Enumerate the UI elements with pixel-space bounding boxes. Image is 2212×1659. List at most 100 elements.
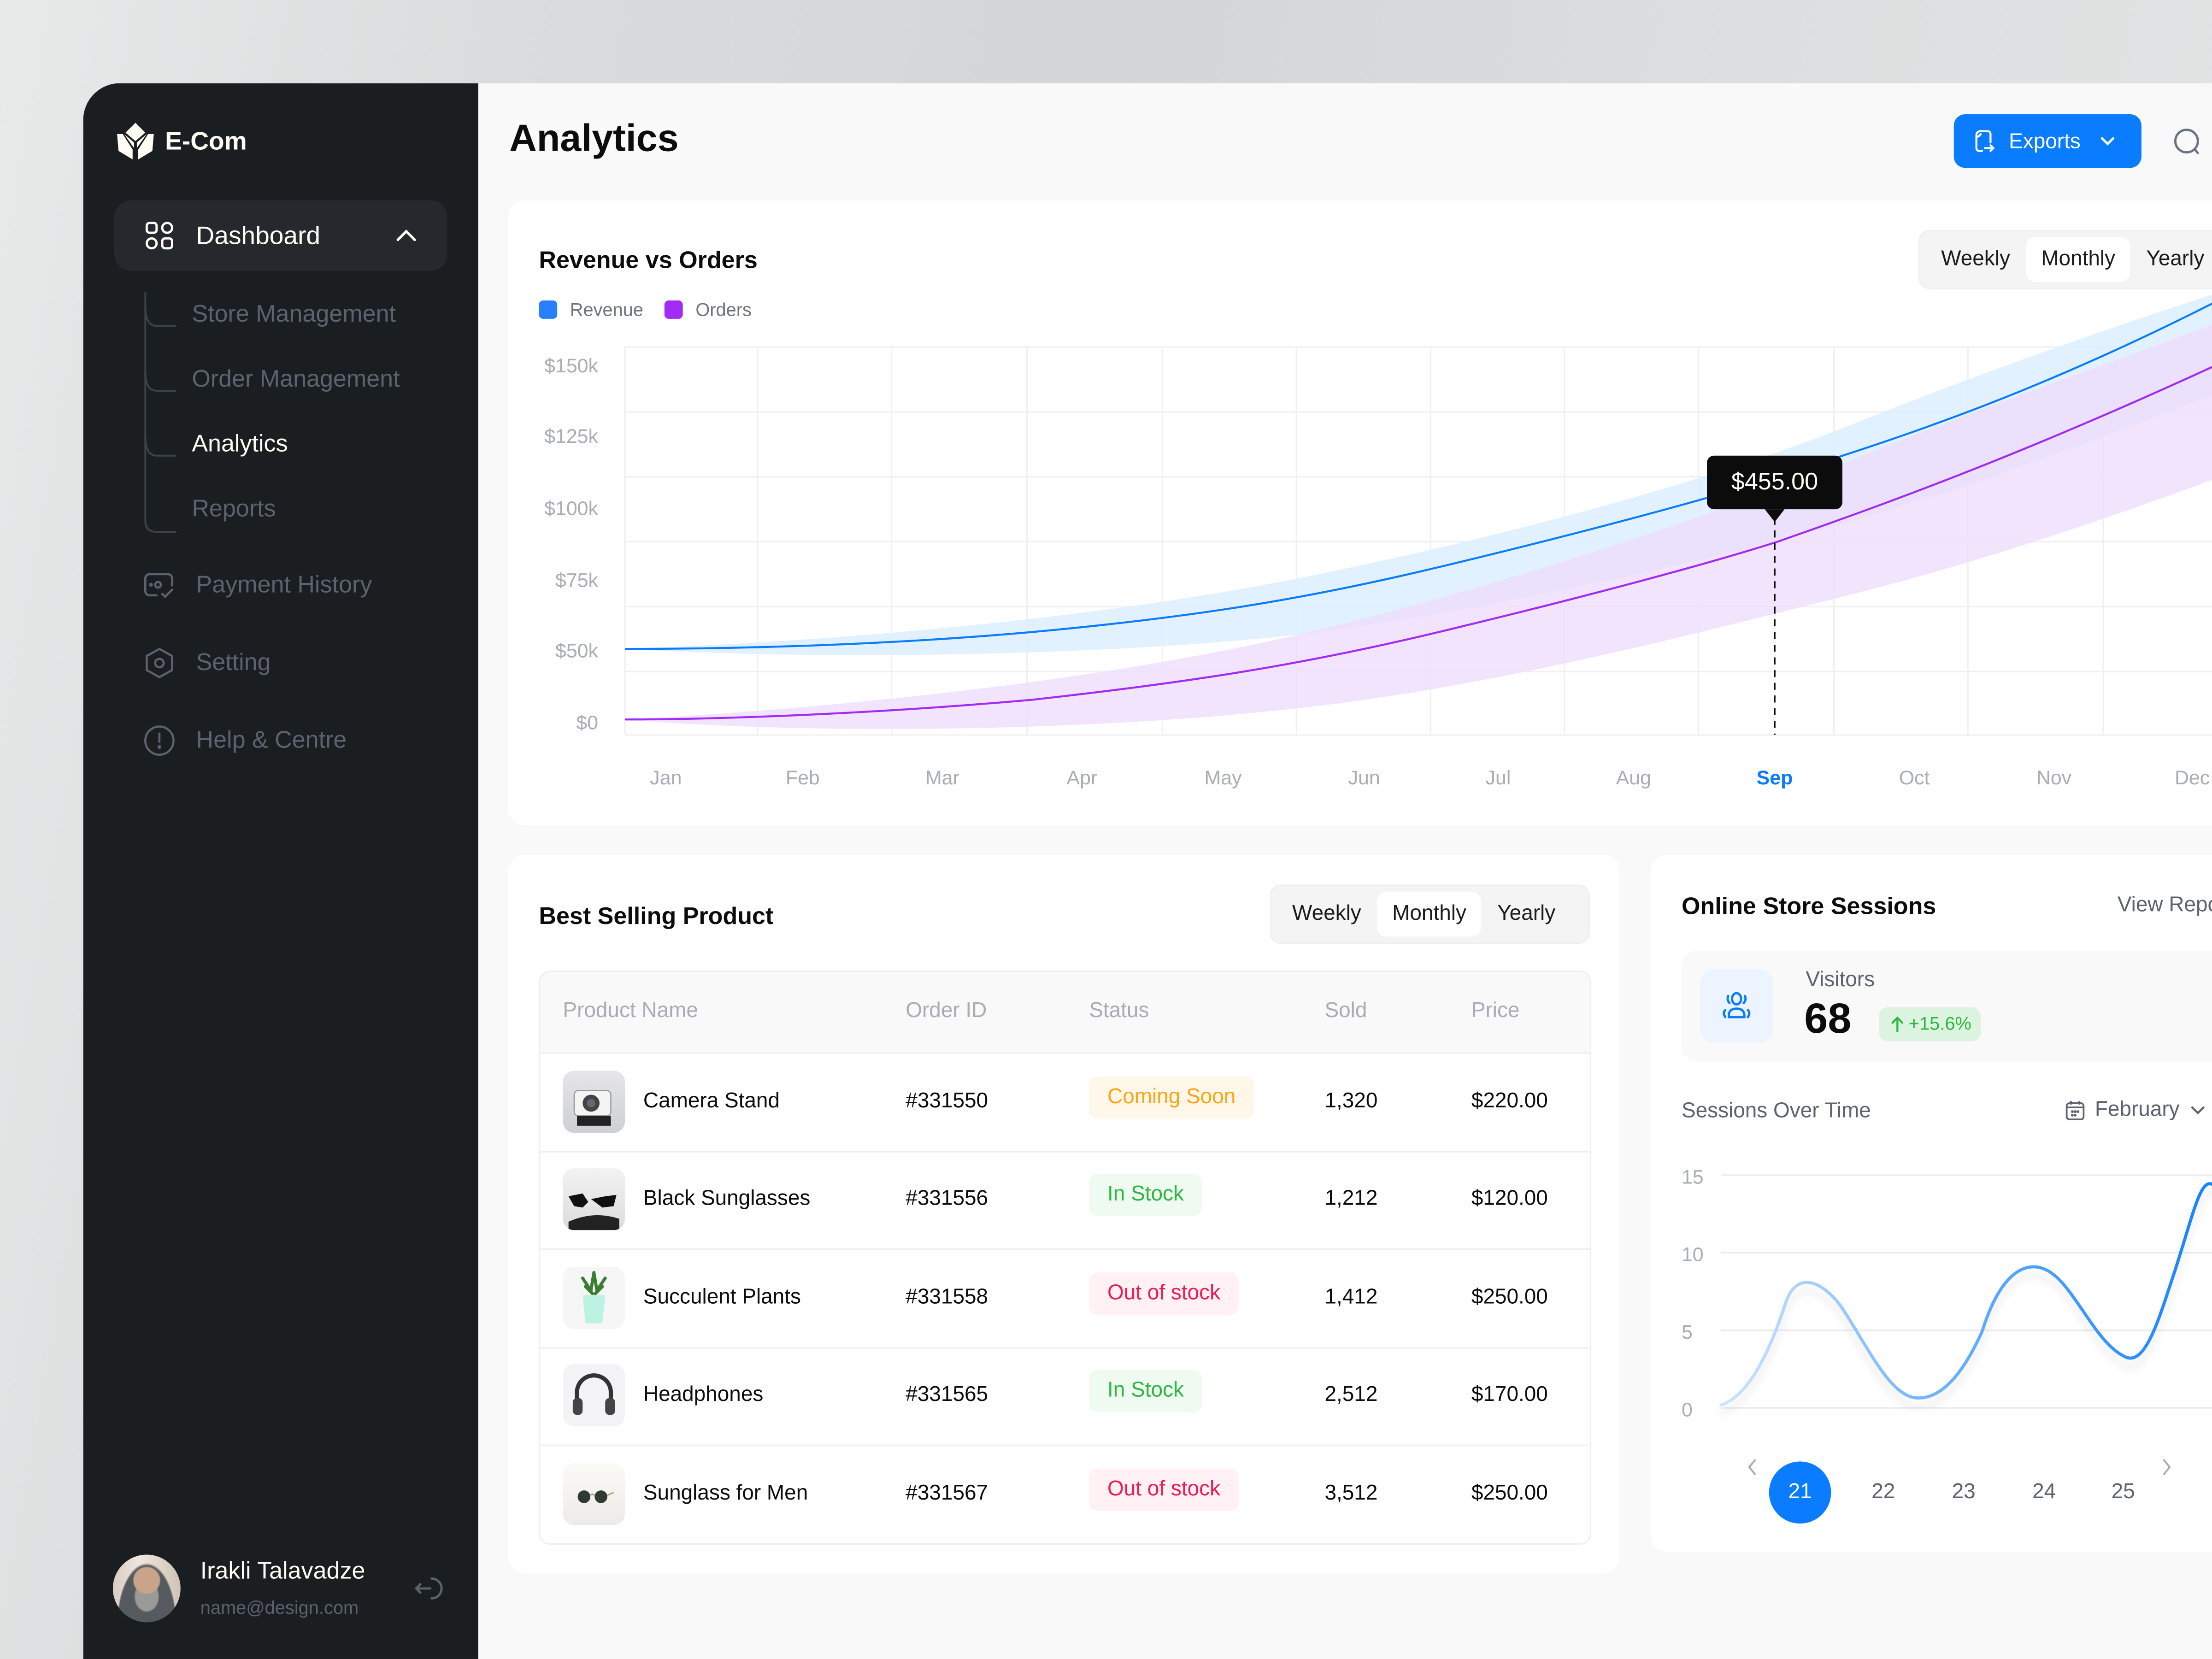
card-title: Best Selling Product [539, 903, 774, 930]
sessions-chart[interactable] [1651, 855, 2212, 1552]
order-id: #331558 [906, 1285, 988, 1309]
logout-icon[interactable] [411, 1571, 444, 1605]
product-thumbnail-camera [563, 1071, 625, 1133]
status-badge: In Stock [1089, 1370, 1202, 1412]
x-tick: Nov [2036, 766, 2072, 789]
users-icon [1723, 992, 1751, 1018]
product-name: Succulent Plants [643, 1285, 801, 1309]
product-thumbnail-headphones [563, 1364, 625, 1426]
period-yearly[interactable]: Yearly [2146, 247, 2205, 271]
avatar[interactable] [112, 1554, 181, 1623]
page-title: Analytics [509, 117, 679, 159]
chevron-down-icon [2191, 1106, 2205, 1114]
sidebar-item-reports[interactable]: Reports [192, 495, 276, 522]
day-21[interactable]: 21 [1769, 1461, 1831, 1524]
x-tick: Jul [1485, 766, 1511, 789]
x-tick: Apr [1066, 766, 1098, 789]
x-tick-selected[interactable]: Sep [1756, 766, 1793, 789]
legend-item-orders[interactable]: Orders [664, 299, 752, 320]
visitors-delta: +15.6% [1908, 1012, 1971, 1034]
sidebar-item-dashboard[interactable]: Dashboard [114, 200, 447, 271]
sidebar-item-store-management[interactable]: Store Management [192, 300, 396, 328]
y-tick: 5 [1681, 1320, 1693, 1343]
day-25[interactable]: 25 [2111, 1480, 2135, 1504]
month-dropdown[interactable]: February [2064, 1098, 2208, 1122]
table-row[interactable]: Camera Stand #331550 Coming Soon 1,320 $… [540, 1054, 1590, 1153]
visitors-delta-badge: +15.6% [1879, 1007, 1982, 1041]
y-tick: $150k [544, 354, 598, 377]
revenue-period-toggle: Weekly Monthly Yearly [1918, 229, 2212, 289]
table-row[interactable]: Sunglass for Men #331567 Out of stock 3,… [540, 1446, 1590, 1543]
y-tick: 15 [1681, 1165, 1704, 1188]
order-id: #331565 [906, 1382, 988, 1407]
x-tick: Mar [925, 766, 959, 789]
col-order-id[interactable]: Order ID [906, 999, 987, 1023]
y-tick: $0 [576, 711, 598, 734]
card-title: Revenue vs Orders [539, 247, 758, 274]
product-name: Black Sunglasses [643, 1186, 811, 1211]
user-profile: Irakli Talavadze name@design.com [112, 1554, 452, 1625]
period-weekly[interactable]: Weekly [1941, 247, 2010, 271]
period-yearly[interactable]: Yearly [1497, 901, 1556, 926]
search-icon[interactable] [2171, 125, 2205, 159]
period-monthly[interactable]: Monthly [2025, 237, 2131, 282]
card-title: Online Store Sessions [1681, 893, 1936, 920]
y-tick: 10 [1681, 1242, 1704, 1265]
sold-count: 1,412 [1324, 1285, 1378, 1309]
col-status[interactable]: Status [1089, 999, 1149, 1023]
legend-item-revenue[interactable]: Revenue [539, 299, 643, 320]
sidebar-item-setting[interactable]: Setting [142, 646, 271, 680]
price: $250.00 [1471, 1481, 1548, 1506]
brand-logo[interactable]: E-Com [114, 121, 247, 161]
day-22[interactable]: 22 [1871, 1480, 1895, 1504]
day-24[interactable]: 24 [2032, 1480, 2056, 1504]
legend-label: Orders [695, 299, 752, 320]
y-tick: 0 [1681, 1398, 1693, 1421]
prev-days-icon[interactable] [1744, 1456, 1761, 1478]
col-sold[interactable]: Sold [1324, 999, 1367, 1023]
next-days-icon[interactable] [2159, 1456, 2176, 1478]
revenue-orders-chart[interactable] [508, 200, 2212, 825]
day-23[interactable]: 23 [1952, 1480, 1976, 1504]
x-tick: Jan [650, 766, 682, 789]
view-report-link[interactable]: View Report [2117, 893, 2212, 917]
product-name: Camera Stand [643, 1089, 780, 1113]
col-price[interactable]: Price [1471, 999, 1520, 1023]
best-selling-table: Product Name Order ID Status Sold Price … [539, 971, 1592, 1545]
box-logo-icon [117, 123, 154, 159]
product-name: Headphones [643, 1382, 764, 1407]
order-id: #331567 [906, 1481, 988, 1506]
table-row[interactable]: Headphones #331565 In Stock 2,512 $170.0… [540, 1347, 1590, 1446]
sidebar-item-order-management[interactable]: Order Management [192, 365, 400, 393]
sidebar-item-help-centre[interactable]: Help & Centre [142, 724, 347, 757]
legend-swatch [664, 300, 683, 319]
sold-count: 1,212 [1324, 1186, 1378, 1211]
x-tick: Aug [1616, 766, 1651, 789]
y-tick: $50k [555, 639, 598, 662]
sidebar-item-payment-history[interactable]: Payment History [142, 569, 372, 602]
visitors-value: 68 [1804, 996, 1852, 1043]
order-id: #331550 [906, 1089, 988, 1113]
table-row[interactable]: Succulent Plants #331558 Out of stock 1,… [540, 1250, 1590, 1349]
sidebar-item-analytics[interactable]: Analytics [192, 430, 288, 457]
best-selling-period-toggle: Weekly Monthly Yearly [1270, 884, 1590, 944]
col-product-name[interactable]: Product Name [563, 999, 698, 1023]
app-window: E-Com Dashboard Store Management Or [83, 83, 2212, 1659]
best-selling-card: Best Selling Product Weekly Monthly Year… [508, 855, 1620, 1573]
status-badge: In Stock [1089, 1173, 1202, 1216]
period-weekly[interactable]: Weekly [1292, 901, 1361, 926]
period-monthly[interactable]: Monthly [1377, 891, 1482, 937]
table-row[interactable]: Black Sunglasses #331556 In Stock 1,212 … [540, 1151, 1590, 1250]
export-file-icon [1975, 130, 1995, 152]
tooltip-pointer [1765, 509, 1785, 522]
price: $170.00 [1471, 1382, 1548, 1407]
sold-count: 2,512 [1324, 1382, 1378, 1407]
chevron-up-icon[interactable] [394, 223, 419, 248]
visitors-stat: Visitors 68 +15.6% [1681, 951, 2212, 1061]
user-email: name@design.com [200, 1597, 359, 1618]
x-tick: May [1204, 766, 1242, 789]
exports-button[interactable]: Exports [1953, 114, 2141, 168]
visitors-label: Visitors [1806, 967, 1875, 992]
legend-label: Revenue [570, 299, 644, 320]
